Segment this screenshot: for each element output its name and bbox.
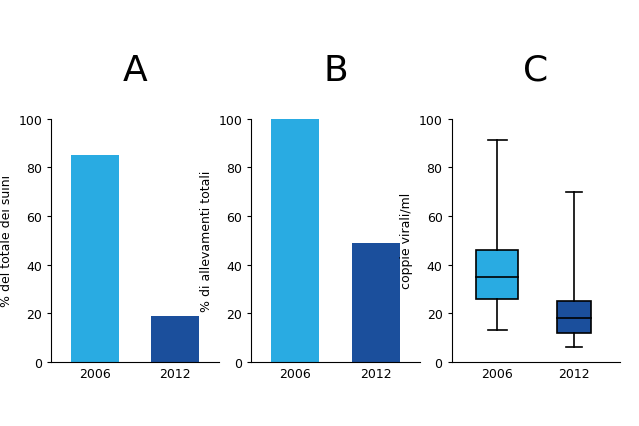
Title: B: B xyxy=(323,54,348,87)
Bar xyxy=(71,156,119,362)
Bar xyxy=(151,316,199,362)
Y-axis label: % di allevamenti totali: % di allevamenti totali xyxy=(200,170,213,311)
Bar xyxy=(557,302,591,333)
Bar xyxy=(351,243,399,362)
Y-axis label: coppie virali/ml: coppie virali/ml xyxy=(400,193,413,289)
Bar xyxy=(477,250,518,299)
Title: C: C xyxy=(523,54,548,87)
Bar xyxy=(272,119,320,362)
Y-axis label: % del totale dei suini: % del totale dei suini xyxy=(0,175,13,307)
Title: A: A xyxy=(123,54,148,87)
